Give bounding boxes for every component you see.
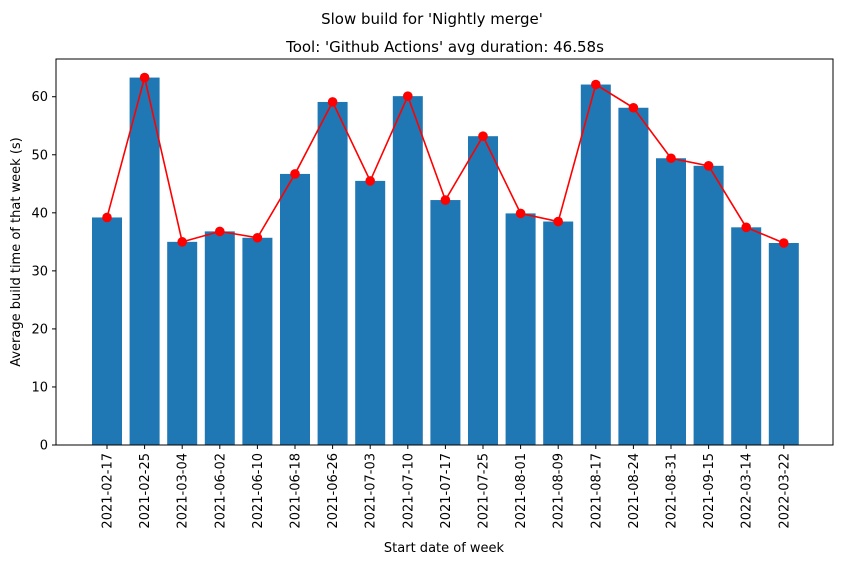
x-tick-label: 2021-09-15 (702, 453, 717, 529)
bar (505, 213, 536, 445)
y-tick-label: 30 (31, 264, 48, 279)
trend-point (327, 97, 338, 107)
bar (167, 241, 198, 445)
bar (317, 101, 348, 446)
bar (92, 217, 122, 445)
x-tick-label: 2021-06-18 (289, 453, 304, 529)
y-tick-label: 10 (31, 380, 48, 395)
bar (618, 107, 649, 445)
bar (768, 243, 799, 445)
trend-point (365, 176, 376, 186)
chart-suptitle: Slow build for 'Nightly merge' (321, 10, 543, 28)
trend-point (591, 79, 601, 90)
x-tick-label: 2022-03-22 (777, 453, 792, 529)
bar (430, 200, 461, 445)
bar (731, 227, 762, 445)
trend-point (741, 222, 751, 233)
plot-frame (55, 58, 834, 446)
chart-title: Tool: 'Github Actions' avg duration: 46.… (285, 38, 604, 56)
trend-point (515, 208, 526, 219)
x-tick-label: 2021-02-17 (101, 453, 116, 529)
x-tick-label: 2021-08-17 (589, 453, 604, 529)
y-axis-label: Average build time of that week (s) (9, 137, 24, 367)
x-tick-label: 2021-08-31 (665, 453, 680, 529)
bar (392, 96, 423, 446)
x-axis-label: Start date of week (384, 541, 505, 556)
bar (242, 237, 273, 445)
bar (693, 165, 724, 445)
x-tick-label: 2021-08-24 (627, 453, 642, 529)
bar (656, 158, 686, 445)
bar (580, 84, 611, 445)
trend-point (553, 216, 563, 227)
y-tick-label: 20 (31, 322, 48, 337)
y-tick-label: 0 (40, 439, 48, 454)
x-tick-label: 2021-02-25 (138, 453, 153, 529)
bar (468, 136, 498, 445)
x-tick-label: 2021-06-26 (326, 453, 341, 529)
trend-point (215, 226, 225, 237)
bar (543, 221, 574, 445)
y-tick-label: 40 (31, 206, 48, 221)
bar (129, 77, 160, 445)
trend-point (666, 153, 676, 164)
x-tick-label: 2021-07-10 (401, 453, 416, 529)
trend-line-group (102, 72, 789, 248)
trend-point (252, 232, 263, 243)
x-tick-label: 2021-07-17 (439, 453, 454, 529)
x-axis: 2021-02-17 2021-02-25 2021-03-04 2021-06-02… (101, 445, 792, 529)
y-tick-label: 60 (31, 90, 48, 105)
y-axis: 0 10 20 30 40 50 60 (31, 90, 56, 454)
x-tick-label: 2021-06-02 (213, 453, 228, 529)
bar (280, 173, 310, 445)
trend-point (478, 131, 488, 141)
x-tick-label: 2021-08-09 (552, 453, 567, 529)
trend-point (290, 169, 300, 179)
bar (204, 231, 235, 445)
trend-point (177, 237, 187, 247)
bar (355, 180, 386, 446)
trend-point (628, 102, 639, 113)
trend-point (403, 91, 413, 101)
trend-point (703, 161, 714, 171)
trend-point (102, 212, 112, 223)
y-tick-label: 50 (31, 148, 48, 163)
trend-point (440, 195, 451, 205)
bars-group (92, 77, 799, 446)
x-tick-label: 2021-03-04 (176, 453, 191, 529)
x-tick-label: 2021-08-01 (514, 453, 529, 529)
x-tick-label: 2021-06-10 (251, 453, 266, 529)
trend-point (779, 238, 789, 248)
x-tick-label: 2021-07-03 (364, 453, 379, 529)
trend-point (139, 72, 150, 83)
x-tick-label: 2021-07-25 (477, 453, 492, 529)
x-tick-label: 2022-03-14 (740, 453, 755, 529)
